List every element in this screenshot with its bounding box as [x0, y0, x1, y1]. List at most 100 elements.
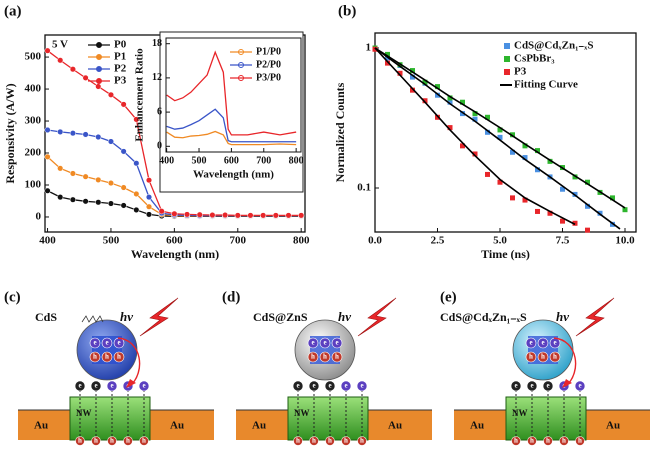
legend-label: P0	[114, 39, 127, 51]
point	[485, 114, 490, 120]
photon-label: hν	[556, 309, 569, 324]
y-tick-label: 500	[25, 51, 42, 63]
hole	[331, 351, 343, 363]
point	[435, 114, 440, 120]
point	[120, 101, 127, 108]
point	[82, 198, 89, 205]
electron-label: e	[360, 382, 363, 390]
electron	[90, 380, 102, 392]
point	[145, 203, 153, 210]
electrode-label: Au	[252, 420, 266, 432]
hole-label: h	[296, 437, 300, 445]
point	[234, 212, 241, 219]
hole	[139, 436, 149, 446]
hole	[527, 436, 537, 446]
x-axis-label: Wavelength (nm)	[131, 247, 219, 261]
electron-label: e	[311, 339, 314, 347]
electron-label: e	[514, 382, 517, 390]
hole	[325, 436, 335, 446]
x-axis-label: Time (ns)	[481, 247, 530, 261]
point	[107, 138, 115, 145]
y-tick-label: 0	[36, 211, 42, 223]
point	[298, 212, 305, 219]
electron-label: e	[541, 339, 544, 347]
legend-marker	[96, 42, 102, 48]
point	[397, 70, 403, 76]
electron	[292, 380, 304, 392]
point	[222, 212, 229, 219]
legend-label: P3/P0	[256, 72, 281, 83]
hole-label: h	[514, 437, 518, 445]
electron-label: e	[344, 382, 347, 390]
hole-label: h	[546, 437, 550, 445]
y-tick-label: 400	[25, 83, 42, 95]
x-tick-label: 800	[289, 155, 304, 166]
point	[572, 174, 578, 180]
point	[44, 126, 51, 134]
photon-label: hν	[120, 309, 133, 324]
electron-label: e	[105, 339, 108, 347]
point	[497, 179, 503, 185]
hole	[511, 436, 521, 446]
electron-label: e	[578, 382, 581, 390]
hole-label: h	[553, 353, 557, 361]
point	[133, 116, 140, 123]
electrode	[236, 410, 288, 440]
point	[107, 180, 115, 187]
hole-label: h	[541, 353, 545, 361]
point	[133, 160, 140, 167]
point	[497, 127, 503, 133]
electrode	[368, 410, 432, 440]
x-tick-label: 600	[166, 235, 183, 247]
channel-label: NW	[294, 408, 310, 418]
point	[547, 210, 553, 216]
electrode-label: Au	[470, 420, 484, 432]
legend-marker	[238, 49, 244, 55]
panel-label: (d)	[222, 289, 240, 305]
series-line	[166, 108, 297, 143]
point	[57, 57, 64, 64]
hole-label: h	[311, 353, 315, 361]
hole	[543, 436, 553, 446]
nanowire	[505, 396, 587, 441]
hole	[309, 436, 319, 446]
electrode-label: Au	[606, 420, 620, 432]
point	[447, 99, 453, 105]
series-line	[166, 130, 297, 146]
channel-label: NW	[512, 408, 528, 418]
point	[69, 170, 76, 177]
point	[372, 46, 378, 52]
electron	[574, 380, 586, 392]
electron-label: e	[110, 382, 113, 390]
hole-label: h	[578, 437, 582, 445]
point	[385, 51, 390, 57]
legend-label: CsPbBr₃	[514, 53, 555, 65]
point	[44, 47, 51, 54]
electron	[340, 380, 352, 392]
x-tick-label: 700	[256, 155, 271, 166]
electron	[138, 380, 150, 392]
inset-frame	[159, 31, 304, 193]
legend-label: P3	[114, 75, 127, 87]
point	[120, 184, 127, 191]
material-label: CdS@ZnS	[253, 310, 308, 324]
point	[247, 212, 254, 219]
point	[145, 211, 153, 218]
legend-marker	[238, 62, 244, 68]
hole	[575, 436, 585, 446]
point	[44, 153, 51, 160]
lightning	[357, 297, 397, 337]
point	[472, 151, 478, 157]
point	[107, 200, 115, 207]
y-tick-label: 12	[152, 72, 162, 83]
plot-frame	[165, 37, 302, 153]
electron-label: e	[312, 382, 315, 390]
y-axis-label: Responsivity (A/W)	[3, 83, 17, 183]
hole	[537, 351, 549, 363]
point	[385, 60, 390, 66]
point	[522, 197, 528, 203]
electron	[307, 337, 319, 349]
electrode	[18, 410, 70, 440]
x-tick-label: 500	[103, 235, 120, 247]
